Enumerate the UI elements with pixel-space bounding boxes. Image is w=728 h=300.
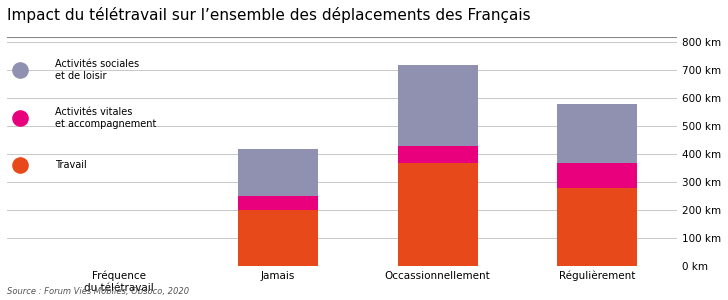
Bar	[238, 196, 318, 210]
Bar	[397, 146, 478, 163]
Text: Activités sociales
et de loisir: Activités sociales et de loisir	[55, 59, 139, 81]
Point	[14, 116, 25, 120]
Bar	[558, 104, 637, 163]
Bar	[558, 163, 637, 188]
Text: Source : Forum Vies Mobiles, Obsoco, 2020: Source : Forum Vies Mobiles, Obsoco, 202…	[7, 287, 189, 296]
Text: Activités vitales
et accompagnement: Activités vitales et accompagnement	[55, 106, 157, 129]
Text: Impact du télétravail sur l’ensemble des déplacements des Français: Impact du télétravail sur l’ensemble des…	[7, 7, 531, 23]
Bar	[238, 148, 318, 196]
Text: Travail: Travail	[55, 160, 87, 170]
Bar	[397, 64, 478, 146]
Bar	[238, 210, 318, 266]
Bar	[397, 163, 478, 266]
Bar	[558, 188, 637, 266]
Point	[14, 163, 25, 168]
Point	[14, 68, 25, 73]
